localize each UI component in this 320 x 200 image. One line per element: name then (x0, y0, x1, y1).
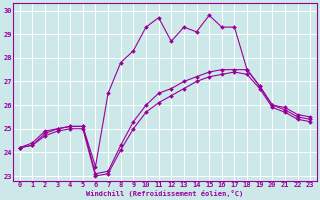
X-axis label: Windchill (Refroidissement éolien,°C): Windchill (Refroidissement éolien,°C) (86, 190, 244, 197)
